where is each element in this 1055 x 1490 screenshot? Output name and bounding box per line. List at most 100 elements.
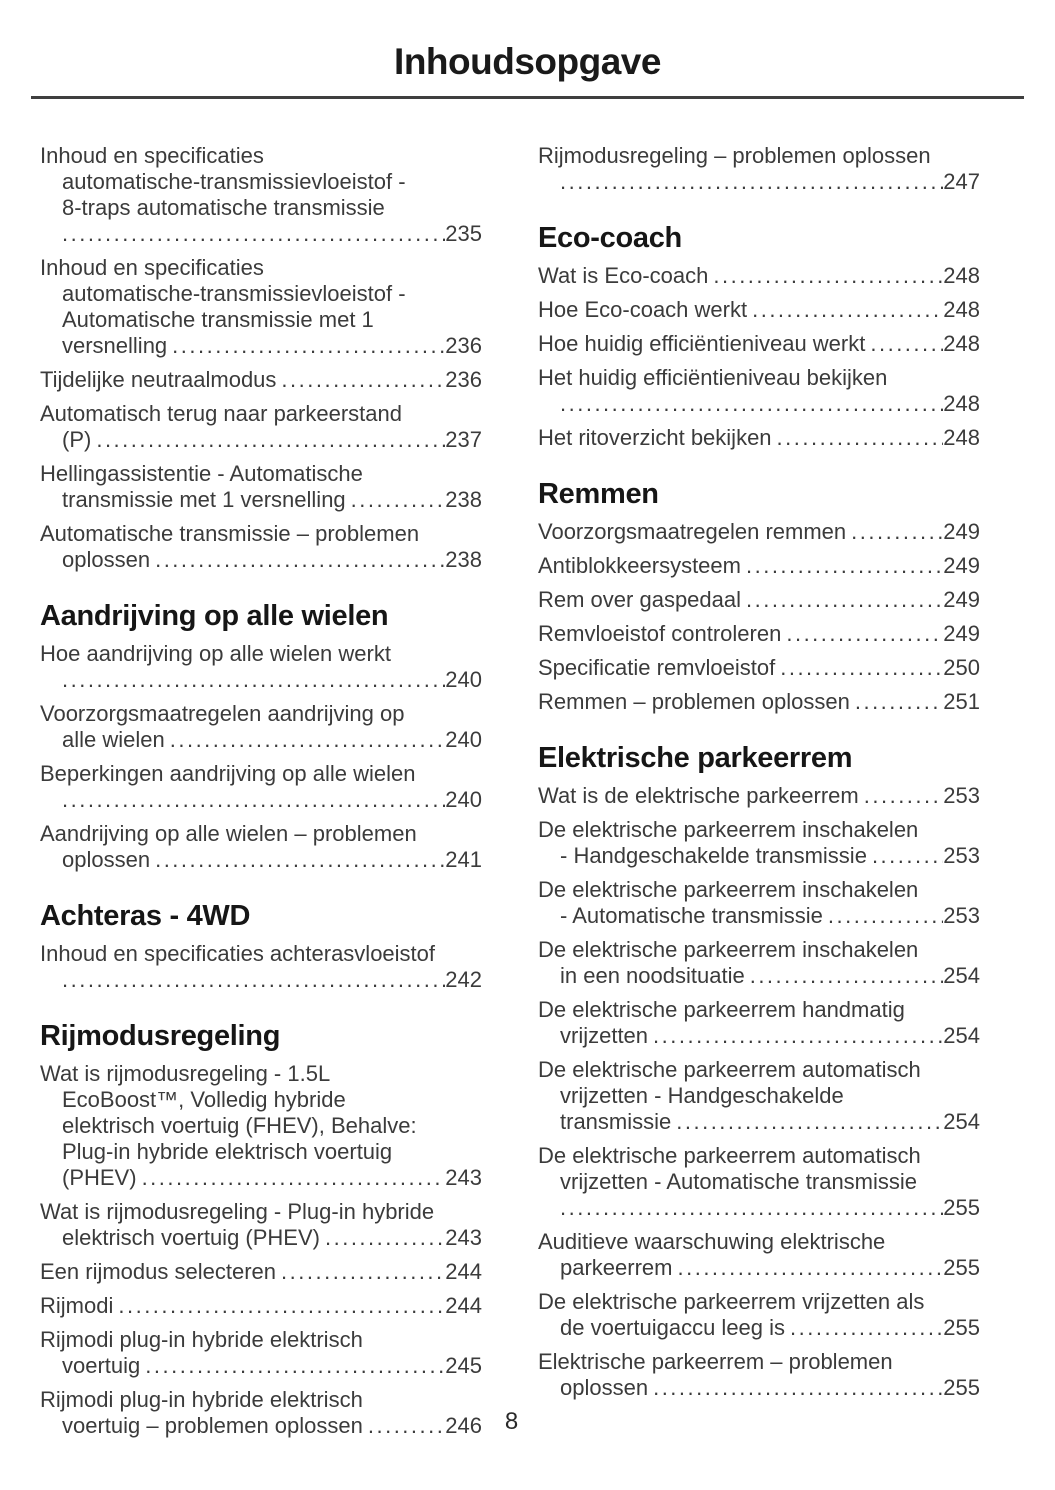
toc-entry-line: Inhoud en specificaties bbox=[40, 143, 264, 168]
toc-entry-text: Remmen – problemen oplossen bbox=[538, 689, 850, 714]
toc-entry-line: Hellingassistentie - Automatische bbox=[40, 461, 363, 486]
toc-entry: De elektrische parkeerrem vrijzetten als… bbox=[538, 1289, 980, 1341]
toc-entry-line: Voorzorgsmaatregelen aandrijving op bbox=[40, 701, 405, 726]
page-number-ref: 238 bbox=[445, 487, 482, 512]
toc-entry-line: De elektrische parkeerrem automatisch bbox=[538, 1057, 921, 1082]
toc-entry-text: Een rijmodus selecteren bbox=[40, 1259, 277, 1284]
dot-leader bbox=[96, 427, 445, 453]
toc-entry-last-line: oplossen 238 bbox=[40, 547, 482, 573]
toc-entry-last-line: (PHEV) 243 bbox=[40, 1165, 482, 1191]
toc-entry-last-line: voertuig 245 bbox=[40, 1353, 482, 1379]
dot-leader bbox=[777, 425, 944, 451]
toc-entry: Rijmodi plug-in hybride elektrisch voertu… bbox=[40, 1387, 482, 1439]
page-number-ref: 238 bbox=[445, 547, 482, 572]
dot-leader bbox=[872, 843, 943, 869]
toc-entry-text: oplossen bbox=[62, 547, 151, 572]
toc-entry: Wat is de elektrische parkeerrem 253 bbox=[538, 783, 980, 809]
toc-entry: Hellingassistentie - Automatische transmi… bbox=[40, 461, 482, 513]
toc-entry: Remmen – problemen oplossen 251 bbox=[538, 689, 980, 715]
dot-leader bbox=[351, 487, 446, 513]
toc-entry-text: Rijmodi bbox=[40, 1293, 114, 1318]
toc-entry-text: oplossen bbox=[560, 1375, 649, 1400]
toc-entry-line: Elektrische parkeerrem – problemen bbox=[538, 1349, 893, 1374]
toc-entry-last-line: Specificatie remvloeistof 250 bbox=[538, 655, 980, 681]
toc-entry-line: EcoBoost™, Volledig hybride bbox=[62, 1087, 346, 1112]
page-number-ref: 240 bbox=[445, 727, 482, 752]
dot-leader bbox=[653, 1023, 943, 1049]
page-number-ref: 248 bbox=[943, 263, 980, 288]
dot-leader bbox=[118, 1293, 445, 1319]
toc-entry-text: Wat is Eco-coach bbox=[538, 263, 709, 288]
toc-entry: Inhoud en specificaties achterasvloeisto… bbox=[40, 941, 482, 993]
toc-entry-text: voertuig bbox=[62, 1353, 141, 1378]
page-number-ref: 248 bbox=[943, 425, 980, 450]
toc-entry-text: Het ritoverzicht bekijken bbox=[538, 425, 772, 450]
toc-entry-line: Plug-in hybride elektrisch voertuig bbox=[62, 1139, 393, 1164]
toc-entry-line: Hoe aandrijving op alle wielen werkt bbox=[40, 641, 391, 666]
toc-entry-last-line: vrijzetten 254 bbox=[538, 1023, 980, 1049]
dot-leader bbox=[851, 519, 943, 545]
toc-entry-line: De elektrische parkeerrem automatisch bbox=[538, 1143, 921, 1168]
page-number-ref: 247 bbox=[943, 169, 980, 194]
page-number-ref: 244 bbox=[445, 1259, 482, 1284]
toc-entry: Hoe aandrijving op alle wielen werkt 240 bbox=[40, 641, 482, 693]
dot-leader bbox=[676, 1109, 943, 1135]
toc-entry: Het huidig efficiëntieniveau bekijken 248 bbox=[538, 365, 980, 417]
toc-entry-last-line: Wat is de elektrische parkeerrem 253 bbox=[538, 783, 980, 809]
toc-entry-text: Specificatie remvloeistof bbox=[538, 655, 776, 680]
toc-entry-last-line: 240 bbox=[40, 667, 482, 693]
toc-entry: De elektrische parkeerrem inschakelen in … bbox=[538, 937, 980, 989]
dot-leader bbox=[750, 963, 944, 989]
toc-entry: Aandrijving op alle wielen – problemen op… bbox=[40, 821, 482, 873]
toc-entry-text: Hoe huidig efficiëntieniveau werkt bbox=[538, 331, 866, 356]
toc-entry-last-line: parkeerrem 255 bbox=[538, 1255, 980, 1281]
toc-entry-last-line: Rijmodi 244 bbox=[40, 1293, 482, 1319]
dot-leader bbox=[828, 903, 943, 929]
toc-entry-text: (PHEV) bbox=[62, 1165, 137, 1190]
page-number-ref: 254 bbox=[943, 1109, 980, 1134]
toc-entry-last-line: 247 bbox=[538, 169, 980, 195]
toc-entry: Remvloeistof controleren 249 bbox=[538, 621, 980, 647]
toc-entry-text: Remvloeistof controleren bbox=[538, 621, 782, 646]
toc-entry-line: Inhoud en specificaties achterasvloeisto… bbox=[40, 941, 436, 966]
toc-entry-line: automatische-transmissievloeistof - bbox=[62, 169, 406, 194]
page-number-ref: 255 bbox=[943, 1255, 980, 1280]
section-heading: Elektrische parkeerrem bbox=[538, 742, 853, 774]
dot-leader bbox=[870, 331, 943, 357]
dot-leader bbox=[677, 1255, 943, 1281]
dot-leader bbox=[155, 847, 445, 873]
toc-entry-text: Hoe Eco-coach werkt bbox=[538, 297, 748, 322]
toc-entry: Wat is Eco-coach 248 bbox=[538, 263, 980, 289]
toc-entry-line: Automatische transmissie – problemen bbox=[40, 521, 420, 546]
toc-entry-line: 8-traps automatische transmissie bbox=[62, 195, 385, 220]
page-number-ref: 245 bbox=[445, 1353, 482, 1378]
dot-leader bbox=[560, 169, 943, 195]
toc-entry: Inhoud en specificaties automatische-tran… bbox=[40, 143, 482, 247]
toc-entry-line: Beperkingen aandrijving op alle wielen bbox=[40, 761, 416, 786]
dot-leader bbox=[746, 553, 943, 579]
dot-leader bbox=[62, 787, 445, 813]
dot-leader bbox=[855, 689, 943, 715]
toc-entry-last-line: Het ritoverzicht bekijken 248 bbox=[538, 425, 980, 451]
toc-entry: Antiblokkeersysteem 249 bbox=[538, 553, 980, 579]
toc-entry-last-line: 255 bbox=[538, 1195, 980, 1221]
toc-entry-last-line: transmissie 254 bbox=[538, 1109, 980, 1135]
page-number-ref: 242 bbox=[445, 967, 482, 992]
toc-entry-line: elektrisch voertuig (FHEV), Behalve: bbox=[62, 1113, 417, 1138]
page-number-ref: 240 bbox=[445, 787, 482, 812]
toc-entry-text: transmissie met 1 versnelling bbox=[62, 487, 346, 512]
dot-leader bbox=[780, 655, 943, 681]
page-number-ref: 255 bbox=[943, 1315, 980, 1340]
toc-entry-last-line: Tijdelijke neutraalmodus 236 bbox=[40, 367, 482, 393]
toc-column-left: Inhoud en specificaties automatische-tran… bbox=[40, 143, 482, 1447]
dot-leader bbox=[62, 221, 445, 247]
toc-entry-last-line: Wat is Eco-coach 248 bbox=[538, 263, 980, 289]
page-number-ref: 251 bbox=[943, 689, 980, 714]
page-number-ref: 236 bbox=[445, 333, 482, 358]
toc-entry-text: Voorzorgsmaatregelen remmen bbox=[538, 519, 847, 544]
page-number-ref: 253 bbox=[943, 783, 980, 808]
toc-entry-text: Rem over gaspedaal bbox=[538, 587, 742, 612]
page-number-ref: 254 bbox=[943, 1023, 980, 1048]
dot-leader bbox=[62, 667, 445, 693]
page-number-ref: 248 bbox=[943, 391, 980, 416]
